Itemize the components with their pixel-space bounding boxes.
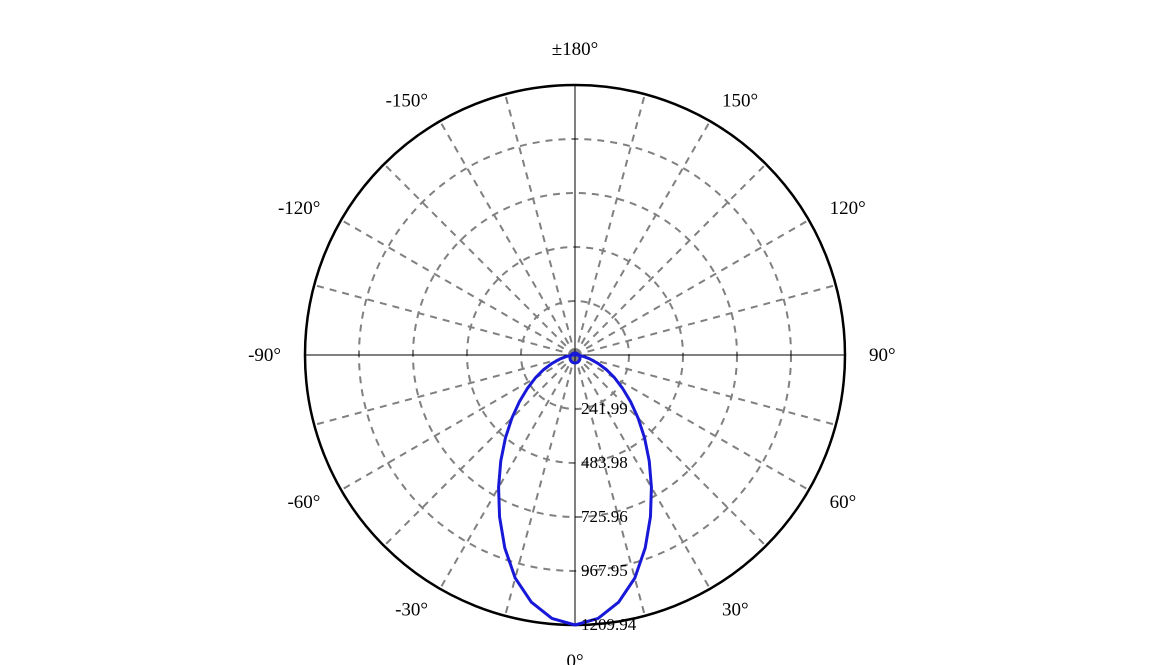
radial-tick-label: 1209.94 [581, 615, 637, 634]
angle-label: 60° [830, 492, 857, 513]
angle-label: -60° [287, 492, 320, 513]
angle-label: ±180° [552, 39, 599, 60]
angle-label: 150° [722, 90, 758, 111]
radial-tick-label: 483.98 [581, 453, 628, 472]
angle-label: 30° [722, 600, 749, 621]
radial-tick-label: 241.99 [581, 399, 628, 418]
polar-chart: 241.99 483.98 725.96 967.95 1209.94 0° 30° 60° 9… [0, 0, 1172, 665]
angle-label: -30° [395, 600, 428, 621]
angle-label: -120° [278, 198, 320, 219]
radial-tick-label: 967.95 [581, 561, 628, 580]
radial-tick-label: 725.96 [581, 507, 628, 526]
angle-label: -150° [386, 90, 428, 111]
angle-label: 0° [566, 651, 583, 665]
angle-label: 90° [869, 345, 896, 366]
polar-chart-svg: 241.99 483.98 725.96 967.95 1209.94 0° 30° 60° 9… [0, 0, 1172, 665]
angle-label: -90° [248, 345, 281, 366]
angle-label: 120° [830, 198, 866, 219]
